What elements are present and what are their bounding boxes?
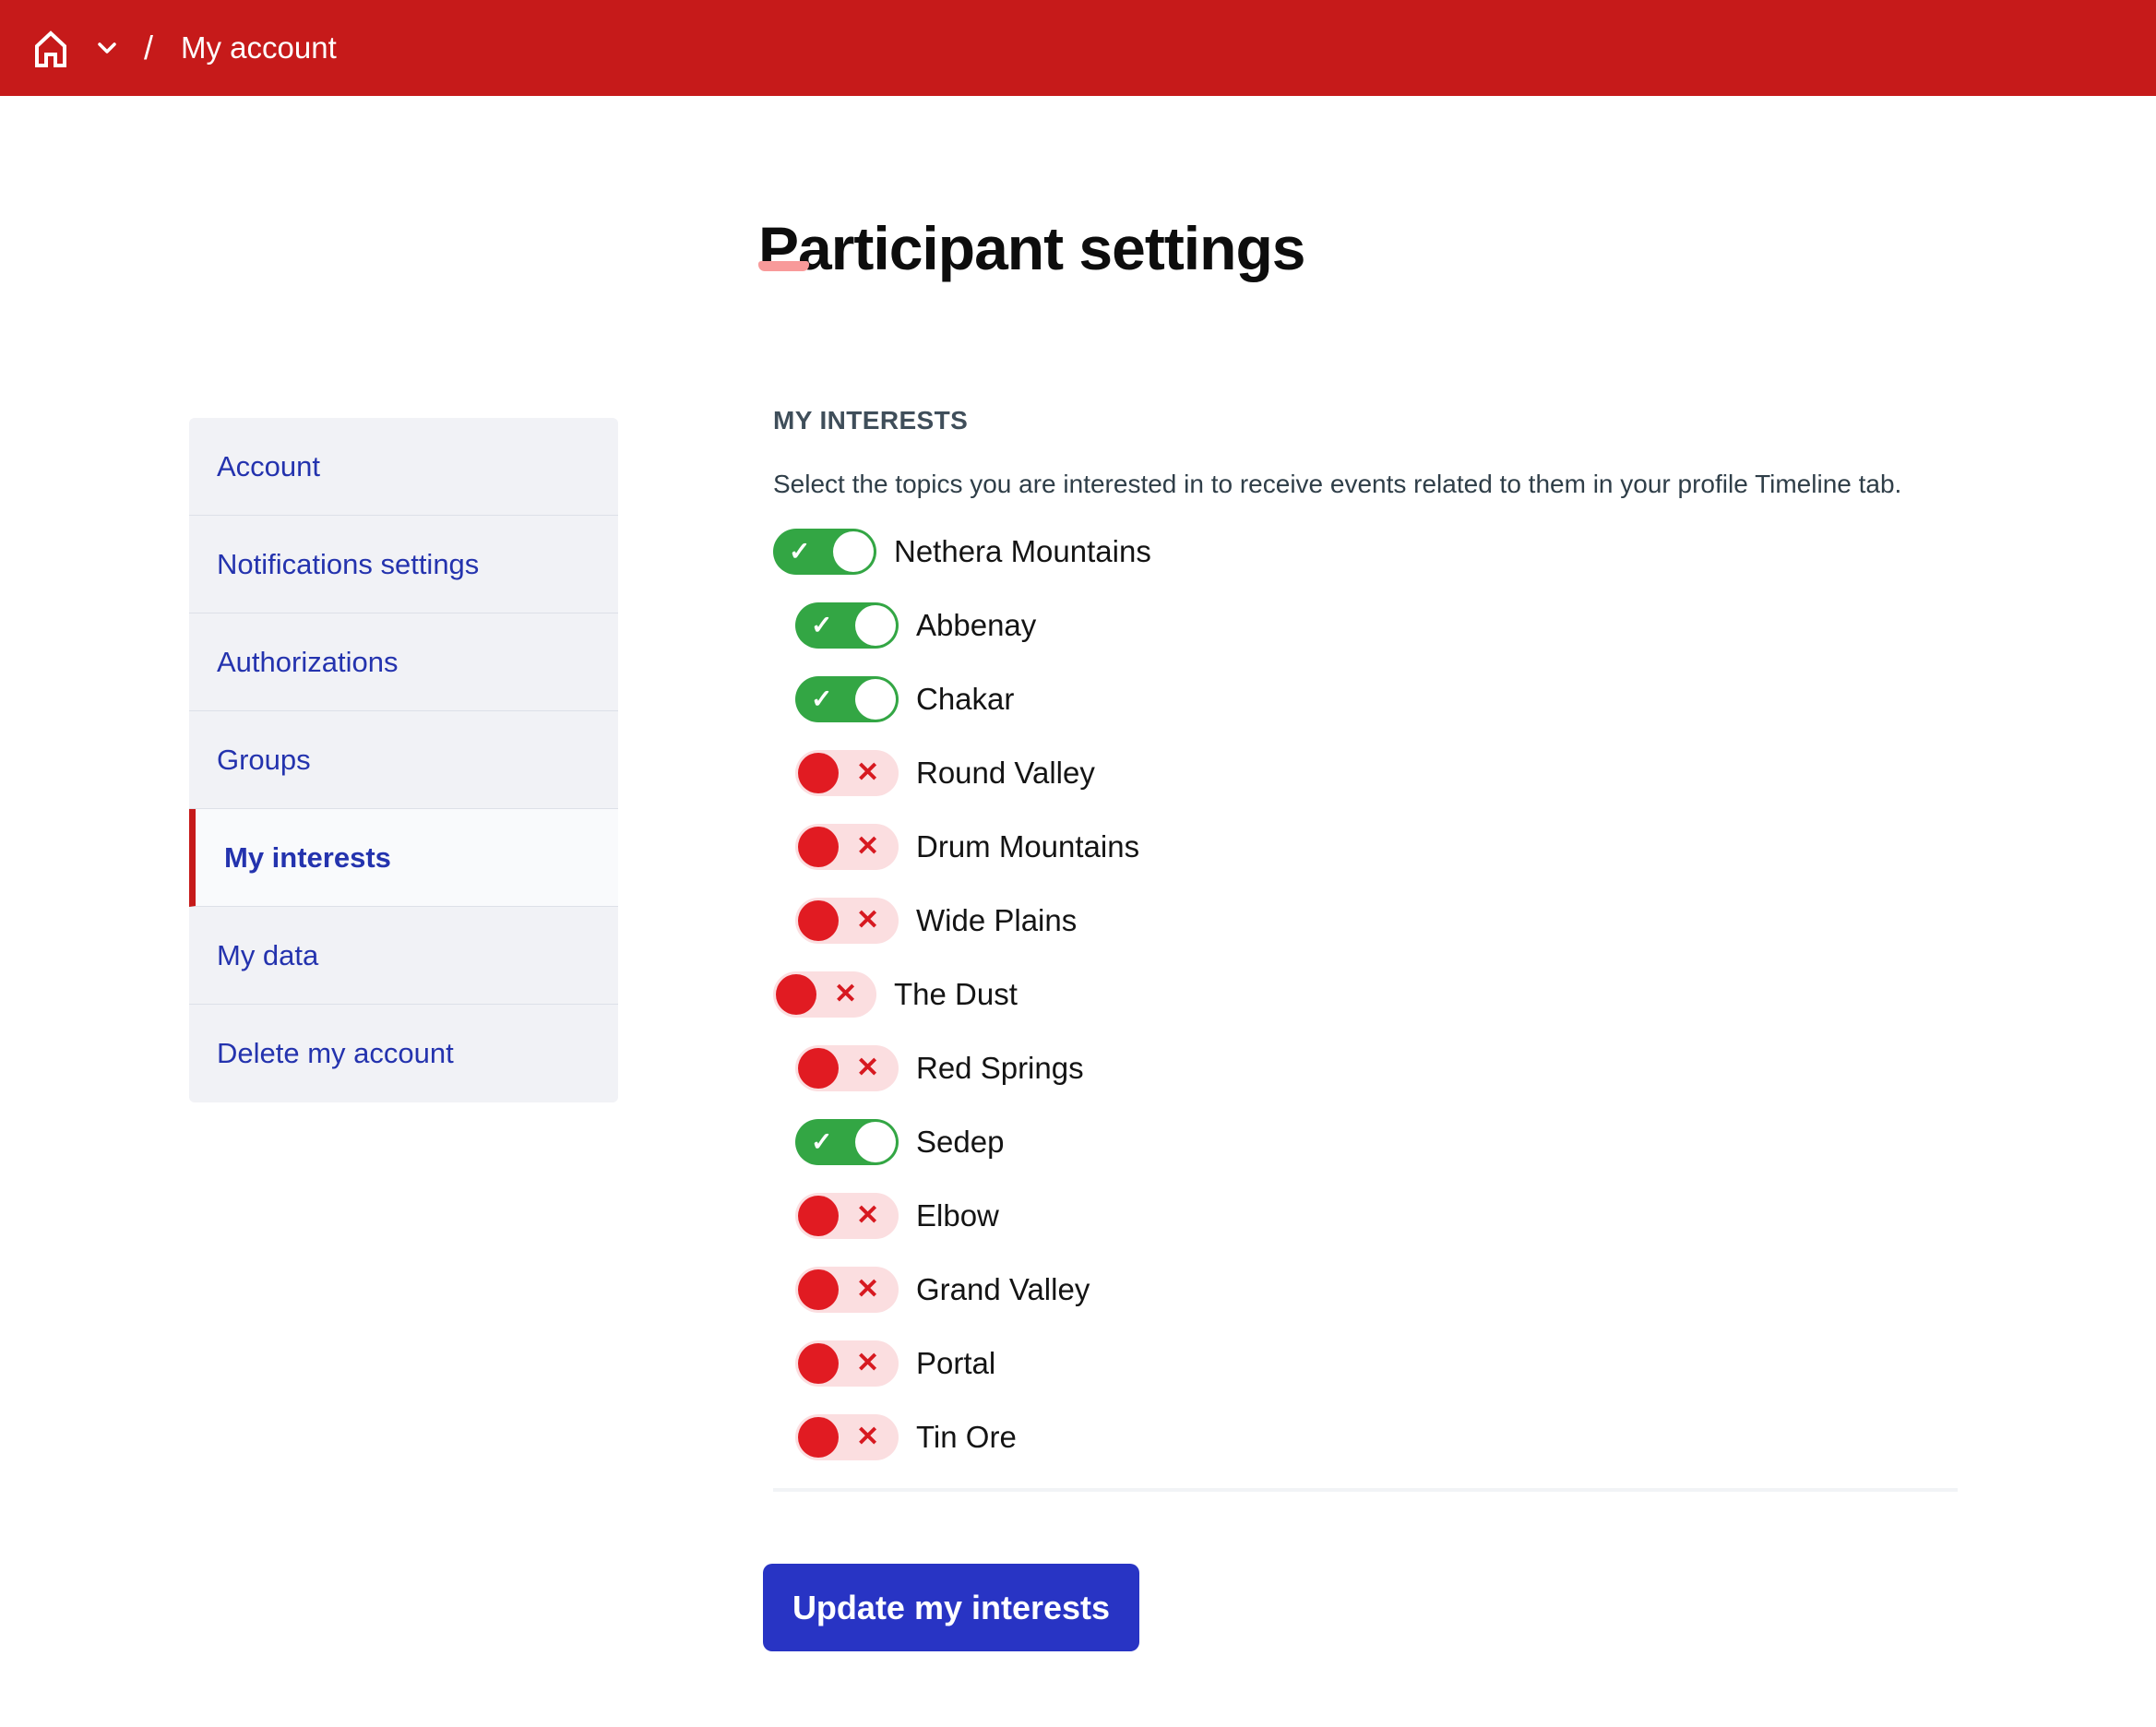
sidebar-item-account[interactable]: Account xyxy=(189,418,618,516)
toggle-knob xyxy=(798,827,839,867)
interest-label: Red Springs xyxy=(916,1051,1084,1085)
interest-row-elbow: ✕ Elbow xyxy=(795,1193,1963,1239)
interest-toggle-portal[interactable]: ✕ xyxy=(795,1340,899,1387)
toggle-knob xyxy=(798,1269,839,1310)
toggle-knob xyxy=(855,679,896,720)
toggle-knob xyxy=(798,1417,839,1458)
toggle-knob xyxy=(776,974,816,1015)
x-icon: ✕ xyxy=(856,1053,880,1083)
interest-label: Portal xyxy=(916,1346,996,1380)
interest-label: Elbow xyxy=(916,1198,999,1233)
x-icon: ✕ xyxy=(856,1422,880,1452)
sidebar-item-my-data[interactable]: My data xyxy=(189,907,618,1005)
interest-row-sedep: ✓ Sedep xyxy=(795,1119,1963,1165)
toggle-knob xyxy=(798,1196,839,1236)
check-icon: ✓ xyxy=(789,537,811,566)
title-underline-accent xyxy=(758,261,809,271)
section-description: Select the topics you are interested in … xyxy=(773,470,1902,498)
breadcrumb-current[interactable]: My account xyxy=(181,30,337,65)
interest-toggle-nethera-mountains[interactable]: ✓ xyxy=(773,529,876,575)
update-interests-button[interactable]: Update my interests xyxy=(763,1564,1139,1651)
home-icon xyxy=(30,29,71,67)
sidebar-item-my-interests[interactable]: My interests xyxy=(189,809,618,907)
check-icon: ✓ xyxy=(811,1127,833,1156)
interest-row-abbenay: ✓ Abbenay xyxy=(795,602,1963,649)
interest-row-the-dust: ✕ The Dust xyxy=(773,971,1963,1018)
x-icon: ✕ xyxy=(856,757,880,788)
interest-toggle-red-springs[interactable]: ✕ xyxy=(795,1045,899,1091)
interest-row-red-springs: ✕ Red Springs xyxy=(795,1045,1963,1091)
breadcrumb-separator: / xyxy=(144,29,154,66)
section-heading: MY INTERESTS xyxy=(773,406,969,435)
interest-toggle-the-dust[interactable]: ✕ xyxy=(773,971,876,1018)
interest-label: Grand Valley xyxy=(916,1272,1090,1306)
interest-row-chakar: ✓ Chakar xyxy=(795,676,1963,722)
interest-toggle-wide-plains[interactable]: ✕ xyxy=(795,898,899,944)
interest-label: The Dust xyxy=(894,977,1018,1011)
sidebar-nav: Account Notifications settings Authorizati… xyxy=(189,418,618,1102)
toggle-knob xyxy=(798,753,839,793)
interest-row-tin-ore: ✕ Tin Ore xyxy=(795,1414,1963,1460)
sidebar-item-notifications-settings[interactable]: Notifications settings xyxy=(189,516,618,613)
sidebar-item-groups[interactable]: Groups xyxy=(189,711,618,809)
topbar: / My account xyxy=(0,0,2156,96)
interest-toggle-drum-mountains[interactable]: ✕ xyxy=(795,824,899,870)
toggle-knob xyxy=(833,531,874,572)
home-button[interactable] xyxy=(30,27,72,69)
interest-toggle-chakar[interactable]: ✓ xyxy=(795,676,899,722)
interest-row-grand-valley: ✕ Grand Valley xyxy=(795,1267,1963,1313)
interest-row-drum-mountains: ✕ Drum Mountains xyxy=(795,824,1963,870)
x-icon: ✕ xyxy=(856,1348,880,1378)
page-title: Participant settings xyxy=(758,214,1305,283)
toggle-knob xyxy=(798,1343,839,1384)
interest-label: Wide Plains xyxy=(916,903,1078,937)
interest-toggle-round-valley[interactable]: ✕ xyxy=(795,750,899,796)
interest-row-portal: ✕ Portal xyxy=(795,1340,1963,1387)
interest-label: Round Valley xyxy=(916,756,1095,790)
sidebar-item-authorizations[interactable]: Authorizations xyxy=(189,613,618,711)
interest-row-round-valley: ✕ Round Valley xyxy=(795,750,1963,796)
interest-toggle-elbow[interactable]: ✕ xyxy=(795,1193,899,1239)
interest-toggle-abbenay[interactable]: ✓ xyxy=(795,602,899,649)
sidebar-item-delete-my-account[interactable]: Delete my account xyxy=(217,1037,454,1069)
x-icon: ✕ xyxy=(856,905,880,935)
toggle-knob xyxy=(798,900,839,941)
interest-row-wide-plains: ✕ Wide Plains xyxy=(795,898,1963,944)
interest-toggle-list: ✓ Nethera Mountains ✓ Abbenay ✓ Chakar ✕ Round … xyxy=(773,529,1963,1460)
interest-label: Tin Ore xyxy=(916,1420,1017,1454)
interest-label: Sedep xyxy=(916,1125,1005,1159)
check-icon: ✓ xyxy=(811,685,833,713)
x-icon: ✕ xyxy=(856,1274,880,1304)
toggle-knob xyxy=(855,605,896,646)
breadcrumb-expand-button[interactable] xyxy=(94,35,120,61)
x-icon: ✕ xyxy=(856,1200,880,1231)
toggle-knob xyxy=(855,1122,896,1162)
interest-row-nethera-mountains: ✓ Nethera Mountains xyxy=(773,529,1963,575)
interest-label: Chakar xyxy=(916,682,1015,716)
divider xyxy=(773,1488,1958,1492)
interest-label: Abbenay xyxy=(916,608,1037,642)
interests-section: MY INTERESTS Select the topics you are i… xyxy=(763,406,1963,1651)
x-icon: ✕ xyxy=(834,979,858,1009)
chevron-down-icon xyxy=(97,42,117,54)
toggle-knob xyxy=(798,1048,839,1089)
check-icon: ✓ xyxy=(811,611,833,639)
interest-label: Nethera Mountains xyxy=(894,534,1151,568)
interest-toggle-tin-ore[interactable]: ✕ xyxy=(795,1414,899,1460)
interest-toggle-sedep[interactable]: ✓ xyxy=(795,1119,899,1165)
interest-label: Drum Mountains xyxy=(916,829,1140,864)
interest-toggle-grand-valley[interactable]: ✕ xyxy=(795,1267,899,1313)
x-icon: ✕ xyxy=(856,831,880,862)
